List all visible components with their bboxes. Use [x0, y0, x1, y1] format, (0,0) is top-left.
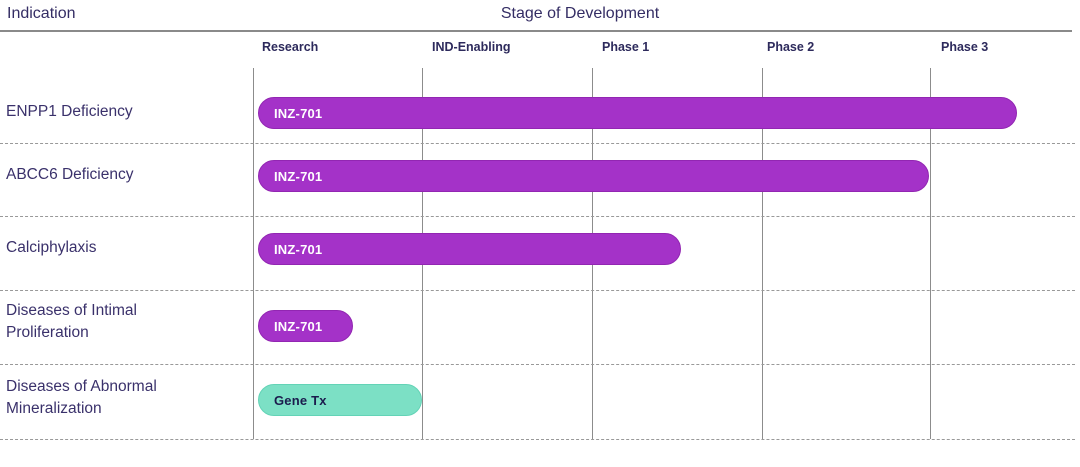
bar-program-label: INZ-701	[274, 105, 323, 121]
column-header-phase-1: Phase 1	[602, 40, 650, 54]
row-label-enpp1-deficiency: ENPP1 Deficiency	[6, 103, 133, 120]
bar-intimal-proliferation-inz701: INZ-701	[258, 310, 353, 342]
row-separator-1	[0, 143, 1075, 144]
bar-abnormal-mineralization-gene-tx: Gene Tx	[258, 384, 422, 416]
row-separator-5	[0, 439, 1075, 440]
bar-abcc6-inz701: INZ-701	[258, 160, 929, 192]
grid-vline-research	[253, 68, 254, 439]
row-label-calciphylaxis: Calciphylaxis	[6, 239, 97, 256]
indication-header: Indication	[7, 5, 76, 22]
row-separator-2	[0, 216, 1075, 217]
row-label-abnormal-mineralization: Diseases of Abnormal Mineralization	[6, 378, 157, 417]
column-header-ind-enabling: IND-Enabling	[432, 40, 511, 54]
bar-program-label: INZ-701	[274, 168, 323, 184]
row-separator-4	[0, 364, 1075, 365]
bar-program-label: Gene Tx	[274, 392, 327, 408]
column-header-phase-3: Phase 3	[941, 40, 989, 54]
column-header-research: Research	[262, 40, 319, 54]
row-label-intimal-proliferation: Diseases of Intimal Proliferation	[6, 302, 137, 341]
bar-program-label: INZ-701	[274, 318, 323, 334]
column-header-phase-2: Phase 2	[767, 40, 815, 54]
grid-vline-phase-3	[930, 68, 931, 439]
bar-enpp1-inz701: INZ-701	[258, 97, 1017, 129]
bar-program-label: INZ-701	[274, 241, 323, 257]
row-label-abcc6-deficiency: ABCC6 Deficiency	[6, 166, 134, 183]
bar-calciphylaxis-inz701: INZ-701	[258, 233, 681, 265]
grid-vline-phase-2	[762, 68, 763, 439]
stage-of-development-header: Stage of Development	[500, 5, 660, 22]
row-separator-3	[0, 290, 1075, 291]
header-divider-line	[0, 30, 1072, 32]
